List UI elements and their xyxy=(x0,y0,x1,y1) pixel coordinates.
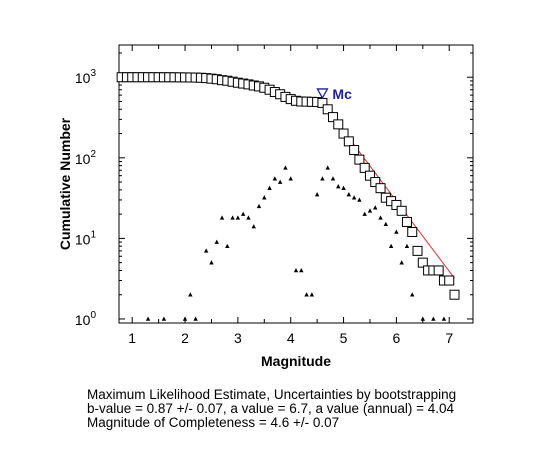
data-point-square xyxy=(327,112,338,123)
data-point-triangle xyxy=(346,192,352,197)
data-point-triangle xyxy=(341,185,346,190)
data-point-triangle xyxy=(394,229,399,234)
data-point-triangle xyxy=(367,208,373,213)
data-point-square xyxy=(449,289,460,300)
data-point-triangle xyxy=(404,243,410,249)
data-point-square xyxy=(396,205,407,216)
data-point-triangle xyxy=(277,179,283,184)
data-point-triangle xyxy=(399,260,404,265)
data-point-triangle xyxy=(336,184,341,189)
data-point-triangle xyxy=(351,195,357,200)
statistics-summary: Maximum Likelihood Estimate, Uncertainti… xyxy=(87,388,456,430)
data-point-triangle xyxy=(272,176,278,181)
data-point-triangle xyxy=(441,316,447,321)
plot-frame xyxy=(118,44,474,324)
data-point-triangle xyxy=(320,176,325,181)
data-point-triangle xyxy=(410,292,415,297)
y-tick-label: 102 xyxy=(75,149,97,167)
data-point-square xyxy=(333,119,344,130)
data-point-triangle xyxy=(383,221,389,227)
data-point-triangle xyxy=(161,316,167,321)
data-point-square xyxy=(444,275,455,286)
data-point-triangle xyxy=(225,243,230,249)
data-point-triangle xyxy=(240,211,246,216)
data-point-square xyxy=(401,216,412,227)
data-point-triangle xyxy=(431,316,436,321)
data-point-square xyxy=(349,145,360,156)
stats-line-bvalue: b-value = 0.87 +/- 0.07, a value = 6.7, … xyxy=(87,401,455,416)
data-point-square xyxy=(417,257,428,268)
data-point-triangle xyxy=(188,292,193,297)
data-point-triangle xyxy=(193,316,198,321)
y-tick-label: 100 xyxy=(75,310,97,328)
data-point-triangle xyxy=(325,165,330,170)
magnitude-frequency-chart: 1 2 3 4 5 6 7 100 101 102 103 Mc Magnitude Cumula… xyxy=(57,44,474,369)
data-point-triangle xyxy=(357,197,362,202)
noncumulative-triangles xyxy=(145,165,457,321)
stats-line-mc: Magnitude of Completeness = 4.6 +/- 0.07 xyxy=(87,415,340,430)
data-point-triangle xyxy=(219,215,225,220)
x-tick-label: 3 xyxy=(234,330,242,346)
x-tick-label: 5 xyxy=(340,330,348,346)
data-point-triangle xyxy=(388,243,394,249)
data-point-square xyxy=(391,199,402,210)
data-point-square xyxy=(433,265,444,276)
data-point-triangle xyxy=(182,316,188,321)
data-point-triangle xyxy=(362,211,367,216)
data-point-square xyxy=(354,154,365,165)
x-tick-label: 4 xyxy=(287,330,295,346)
data-point-triangle xyxy=(299,267,304,273)
data-point-triangle xyxy=(309,292,315,297)
data-point-square xyxy=(322,104,333,115)
x-tick-label: 7 xyxy=(445,330,453,346)
data-point-triangle xyxy=(262,195,267,200)
data-point-triangle xyxy=(267,185,272,190)
data-point-square xyxy=(375,183,386,194)
x-tick-label: 1 xyxy=(128,330,136,346)
data-point-triangle xyxy=(283,165,288,170)
data-point-square xyxy=(364,170,375,181)
data-point-triangle xyxy=(373,205,378,210)
data-point-triangle xyxy=(230,215,235,220)
mc-annotation: Mc xyxy=(316,86,352,102)
y-tick-labels: 100 101 102 103 xyxy=(75,68,97,328)
y-tick-label: 101 xyxy=(75,229,97,247)
stats-line-method: Maximum Likelihood Estimate, Uncertainti… xyxy=(87,387,457,402)
data-point-square xyxy=(370,177,381,188)
data-point-square xyxy=(407,227,418,238)
x-tick-label: 2 xyxy=(181,330,189,346)
data-point-triangle xyxy=(288,176,293,181)
data-point-triangle xyxy=(203,248,209,253)
data-point-triangle xyxy=(378,215,383,220)
x-tick-labels: 1 2 3 4 5 6 7 xyxy=(128,330,453,346)
data-point-triangle xyxy=(293,267,299,273)
data-point-triangle xyxy=(251,224,256,229)
data-point-triangle xyxy=(246,215,251,220)
data-point-square xyxy=(343,136,354,147)
mc-marker-icon xyxy=(316,88,329,100)
cumulative-squares xyxy=(116,72,460,300)
data-point-triangle xyxy=(314,192,320,197)
x-tick-label: 6 xyxy=(392,330,400,346)
data-point-square xyxy=(359,162,370,173)
y-tick-label: 103 xyxy=(75,68,97,86)
x-axis-title: Magnitude xyxy=(261,353,331,369)
mc-label: Mc xyxy=(332,86,352,102)
data-point-triangle xyxy=(145,316,151,321)
data-point-triangle xyxy=(420,316,426,321)
data-point-triangle xyxy=(214,239,219,244)
data-point-triangle xyxy=(330,176,336,181)
data-point-square xyxy=(338,128,349,139)
data-point-triangle xyxy=(235,215,241,220)
data-point-triangle xyxy=(209,260,214,265)
data-point-triangle xyxy=(256,203,262,209)
data-point-square xyxy=(412,245,423,256)
data-point-triangle xyxy=(304,292,309,297)
y-axis-title: Cumulative Number xyxy=(57,117,73,250)
